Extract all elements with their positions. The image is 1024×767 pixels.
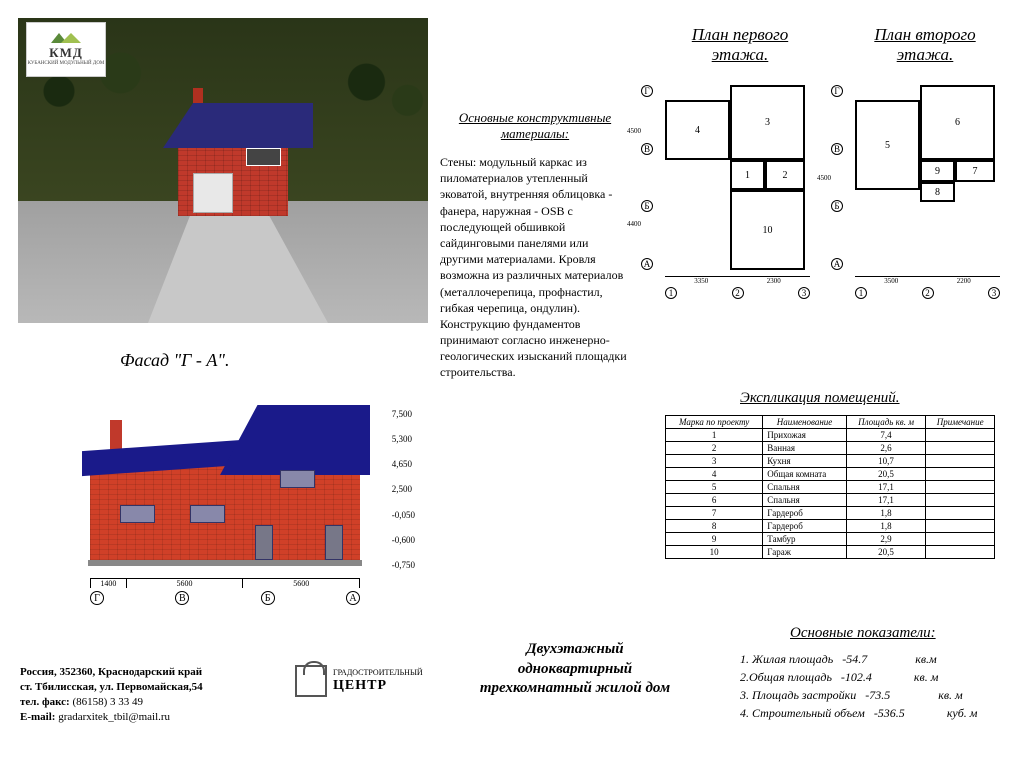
company-logo: КМД КУБАНСКИЙ МОДУЛЬНЫЙ ДОМ	[26, 22, 106, 77]
materials-block: Основные конструктивные материалы: Стены…	[440, 110, 630, 381]
table-row: 6Спальня17,1	[666, 494, 995, 507]
plan1-axis-h: 123	[665, 287, 810, 299]
indicators-list: 1. Жилая площадь -54.7 кв.м2.Общая площа…	[740, 650, 977, 722]
plan1-axis-v: ГВБА	[641, 85, 653, 270]
explication-table: Марка по проектуНаименованиеПлощадь кв. …	[665, 415, 995, 559]
materials-title: Основные конструктивные материалы:	[440, 110, 630, 142]
plan2-axis-v: ГВБА	[831, 85, 843, 270]
render-house	[168, 93, 308, 223]
centr-logo: ГРАДОСТРОИТЕЛЬНЫЙ ЦЕНТР	[295, 665, 445, 697]
plan1-title: План первого этажа.	[665, 25, 815, 65]
logo-roof-icon	[51, 33, 81, 45]
facade-label: Фасад "Г - А".	[120, 350, 229, 371]
logo-subtitle: КУБАНСКИЙ МОДУЛЬНЫЙ ДОМ	[28, 61, 105, 66]
elevation-heights: 7,500 5,300 4,650 2,500 -0,050 -0,600 -0…	[392, 410, 415, 570]
table-row: 7Гардероб1,8	[666, 507, 995, 520]
centr-icon	[295, 665, 327, 697]
elevation-dims-h: 1400 5600 5600	[90, 578, 360, 588]
table-row: 2Ванная2,6	[666, 442, 995, 455]
table-row: 8Гардероб1,8	[666, 520, 995, 533]
table-row: 4Общая комната20,5	[666, 468, 995, 481]
indicators-title: Основные показатели:	[790, 625, 936, 642]
plan2-axis-h: 123	[855, 287, 1000, 299]
company-address: Россия, 352360, Краснодарский край ст. Т…	[20, 665, 203, 724]
logo-brand: КМД	[49, 45, 83, 61]
project-title: Двухэтажный одноквартирный трехкомнатный…	[475, 640, 675, 699]
driveway	[148, 208, 328, 323]
floor-plan-1: 3 4 1 2 10 ГВБА 45004400 33502300 123	[655, 75, 825, 295]
plan2-title: План второго этажа.	[850, 25, 1000, 65]
floor-plan-2: 5 6 7 8 9 ГВБА 4500 35002200 123	[845, 75, 1015, 295]
table-row: 5Спальня17,1	[666, 481, 995, 494]
explication-title: Экспликация помещений.	[740, 390, 900, 407]
materials-body: Стены: модульный каркас из пиломатериало…	[440, 154, 630, 381]
table-row: 1Прихожая7,4	[666, 429, 995, 442]
elevation-drawing: 7,500 5,300 4,650 2,500 -0,050 -0,600 -0…	[50, 380, 410, 620]
table-row: 9Тамбур2,9	[666, 533, 995, 546]
table-row: 3Кухня10,7	[666, 455, 995, 468]
elevation-axis: Г В Б А	[90, 591, 360, 605]
table-row: 10Гараж20,5	[666, 546, 995, 559]
